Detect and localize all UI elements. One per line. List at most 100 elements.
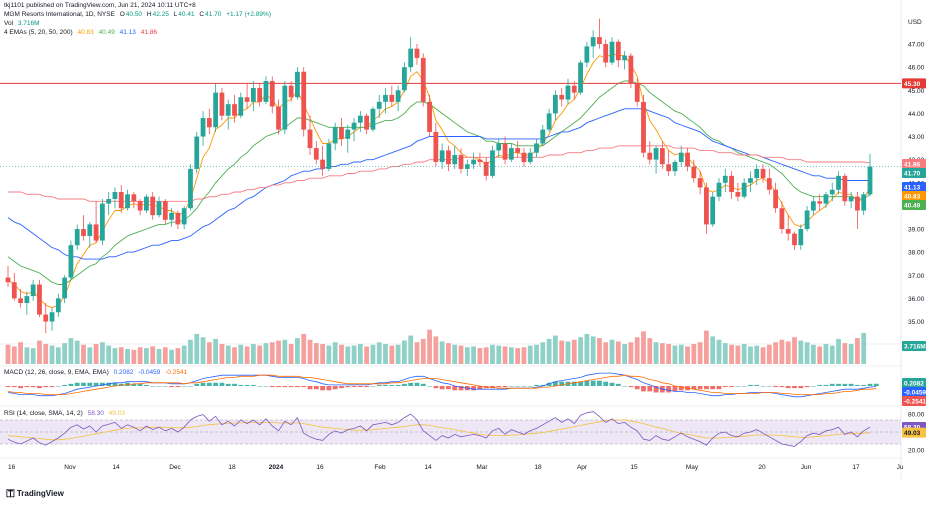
candle-body [99,203,105,241]
candle-body [590,37,596,47]
volume-bar [502,346,508,364]
volume-bar [722,343,728,364]
candle-body [24,296,30,304]
candle-body [829,189,835,195]
ohlc-close: 41.70 [205,11,222,18]
macd-histogram-bar [55,386,61,387]
macd-histogram-bar [697,386,703,390]
candle-body [647,152,653,160]
volume-bar [175,348,181,364]
macd-histogram-bar [288,386,294,388]
volume-line: Vol 3.716M [4,20,43,28]
macd-histogram-bar [351,386,357,388]
candle-body [313,148,319,160]
candle-body [836,175,841,190]
volume-bar [798,340,804,364]
candle-body [169,212,174,220]
ohlc-high-label: H [146,11,152,18]
volume-bar [288,343,294,364]
volume-bar [597,338,602,364]
volume-bar [43,343,49,364]
candle-body [188,168,193,209]
candle-body [810,201,816,211]
volume-bar [678,344,684,364]
volume-bar [332,342,338,364]
macd-histogram-bar [339,386,344,389]
candle-body [232,104,237,116]
candle-body [427,101,432,132]
rsi-tick-label: 20.00 [908,448,925,455]
volume-bar [339,344,344,364]
macd-histogram-bar [515,386,521,387]
symbol-line: MGM Resorts International, 1D, NYSE O40.… [4,11,274,19]
macd-histogram-bar [855,384,860,386]
macd-histogram-bar [446,386,451,390]
volume-bar [395,344,401,364]
time-axis-label: 18 [228,464,236,471]
candle-body [326,143,332,169]
volume-bar [842,343,848,364]
candle-body [307,129,313,149]
volume-bar [263,343,269,364]
candle-body [735,192,741,197]
volume-bar [464,347,470,364]
rsi-value-1: 58.30 [87,410,104,417]
time-axis-label: Ju [897,464,904,471]
time-axis-label: 2024 [269,464,284,471]
macd-signal-line [7,374,877,395]
candle-body [477,159,483,162]
macd-histogram-bar [162,386,168,387]
time-axis-label: Nov [64,464,76,471]
time-axis-label: Apr [577,464,588,471]
volume-bar [232,347,237,364]
macd-histogram-bar [716,386,722,390]
candle-body [553,94,558,114]
price-badge-4-bg [902,200,926,210]
volume-bar [351,345,357,364]
macd-histogram-bar [590,380,596,386]
volume-bar [68,338,74,364]
macd-histogram-bar [553,381,558,386]
macd-histogram-bar [93,382,99,386]
candle-body [571,85,577,93]
macd-histogram-bar [395,384,401,386]
ohlc-open: 40.50 [125,11,143,18]
macd-histogram-bar [307,386,313,390]
candle-body [729,175,734,193]
volume-value: 3.716M [17,20,40,27]
volume-bar [760,347,766,364]
candle-body [144,196,149,211]
volume-bar [634,337,640,364]
volume-bar [320,343,325,364]
ema50-value: 41.13 [119,29,136,36]
macd-histogram-bar [647,386,653,392]
candle-body [257,87,263,102]
macd-histogram-bar [848,383,854,386]
candle-body [5,277,11,283]
macd-histogram-bar [263,386,269,387]
time-axis-label: Feb [374,464,386,471]
macd-histogram-bar [792,386,797,389]
candle-body [269,81,275,107]
candle-body [678,152,684,162]
macd-histogram-bar [496,386,502,388]
volume-bar [471,346,476,364]
volume-bar [238,344,244,364]
volume-bar [225,345,231,364]
ema-label: 4 EMAs (5, 20, 50, 200) [4,29,73,36]
volume-bar [194,333,200,364]
macd-histogram-bar [439,386,445,390]
macd-histogram-bar [622,386,628,387]
macd-histogram-bar [269,386,275,388]
volume-bar [458,345,464,364]
tradingview-footer: 🇹 TradingView [6,488,64,499]
volume-bar [11,346,17,364]
macd-histogram-bar [30,386,36,388]
macd-histogram-bar [5,386,11,388]
candle-body [238,97,244,116]
volume-bar [666,343,672,364]
volume-bar [276,340,281,364]
time-axis-label: 16 [8,464,16,471]
candle-body [395,90,401,102]
macd-histogram-bar [452,386,458,391]
